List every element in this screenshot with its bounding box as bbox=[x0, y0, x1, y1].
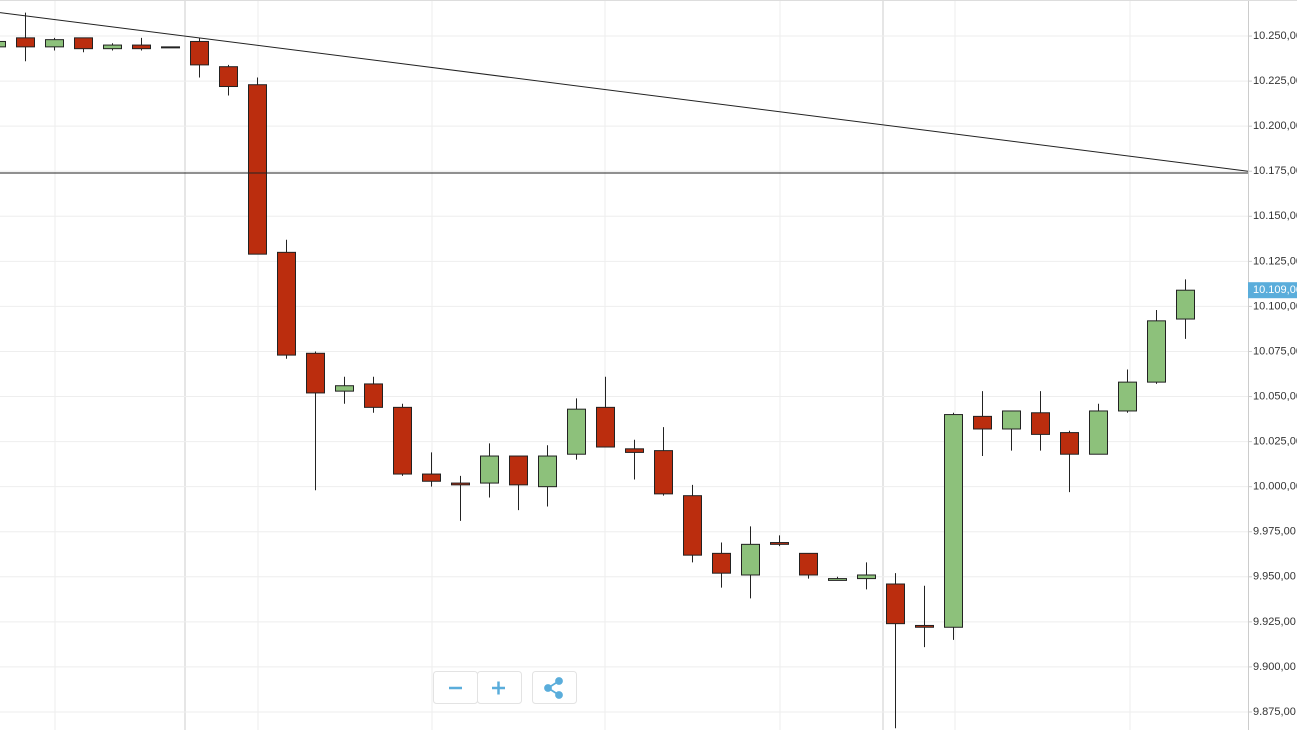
candle-body bbox=[0, 40, 6, 48]
candle-body bbox=[770, 542, 789, 545]
candle-body bbox=[364, 383, 383, 408]
candle-body bbox=[335, 385, 354, 392]
candle-body bbox=[683, 495, 702, 556]
candle-body bbox=[16, 37, 35, 48]
candle-body bbox=[799, 552, 818, 576]
y-tick-label: 10.000,00 bbox=[1253, 481, 1297, 493]
y-tick-label: 9.925,00 bbox=[1253, 616, 1296, 628]
candle-body bbox=[1060, 432, 1079, 455]
last-price-label: 10.109,00 bbox=[1253, 284, 1297, 296]
candle-body bbox=[915, 624, 934, 628]
y-tick-label: 10.175,00 bbox=[1253, 165, 1297, 177]
candle-body bbox=[45, 39, 64, 48]
candle-body bbox=[1002, 410, 1021, 430]
candle-body bbox=[973, 415, 992, 430]
candle-body bbox=[480, 455, 499, 484]
candle-body bbox=[190, 40, 209, 66]
horizontal-grid bbox=[0, 35, 1248, 713]
candle-body bbox=[1031, 412, 1050, 435]
candle-body bbox=[1118, 381, 1137, 412]
candle-body bbox=[509, 455, 528, 486]
candle-body bbox=[248, 84, 267, 255]
zoom-controls bbox=[433, 671, 577, 704]
y-tick-label: 10.025,00 bbox=[1253, 436, 1297, 448]
y-tick-label: 10.200,00 bbox=[1253, 120, 1297, 132]
y-tick-label: 9.975,00 bbox=[1253, 526, 1296, 538]
share-icon bbox=[544, 677, 563, 699]
candle-body bbox=[1089, 410, 1108, 455]
y-tick-label: 10.050,00 bbox=[1253, 390, 1297, 402]
candle-body bbox=[219, 66, 238, 88]
candle-body bbox=[132, 44, 151, 50]
y-tick-label: 10.225,00 bbox=[1253, 75, 1297, 87]
trendline bbox=[0, 12, 1249, 172]
candle-body bbox=[886, 583, 905, 625]
y-tick-label: 9.900,00 bbox=[1253, 661, 1296, 673]
y-tick-label: 9.875,00 bbox=[1253, 706, 1296, 718]
y-tick-label: 10.075,00 bbox=[1253, 345, 1297, 357]
candle-body bbox=[741, 543, 760, 576]
share-icon-dot bbox=[544, 684, 552, 692]
candle-body bbox=[596, 406, 615, 448]
candle-body bbox=[712, 552, 731, 574]
candle-body bbox=[74, 37, 93, 50]
candle-body bbox=[654, 450, 673, 495]
candle-body bbox=[161, 46, 180, 49]
share-icon-dot bbox=[555, 677, 563, 685]
candle-body bbox=[538, 455, 557, 488]
share-icon-dot bbox=[555, 691, 563, 699]
candle-body bbox=[828, 578, 847, 581]
last-price-box bbox=[1248, 282, 1297, 299]
candle-body bbox=[103, 44, 122, 50]
candle-body bbox=[422, 473, 441, 482]
y-tick-label: 10.100,00 bbox=[1253, 300, 1297, 312]
candle-body bbox=[306, 352, 325, 394]
y-axis: 9.875,00 9.900,00 9.925,00 9.950,00 9.975,00… bbox=[1248, 30, 1297, 718]
candle-body bbox=[625, 448, 644, 453]
drawings bbox=[0, 12, 1249, 174]
candle-body bbox=[1147, 320, 1166, 383]
y-tick-label: 10.125,00 bbox=[1253, 255, 1297, 267]
candle-body bbox=[944, 414, 963, 628]
y-tick-label: 10.250,00 bbox=[1253, 30, 1297, 42]
candle-body bbox=[393, 406, 412, 475]
candle-body bbox=[451, 482, 470, 486]
candle-body bbox=[567, 408, 586, 455]
candle-body bbox=[857, 574, 876, 580]
candle-body bbox=[1176, 289, 1195, 320]
share-button[interactable] bbox=[532, 671, 577, 704]
candles bbox=[0, 12, 1195, 729]
y-tick-label: 9.950,00 bbox=[1253, 571, 1296, 583]
y-tick-label: 10.150,00 bbox=[1253, 210, 1297, 222]
candle-body bbox=[277, 251, 296, 356]
